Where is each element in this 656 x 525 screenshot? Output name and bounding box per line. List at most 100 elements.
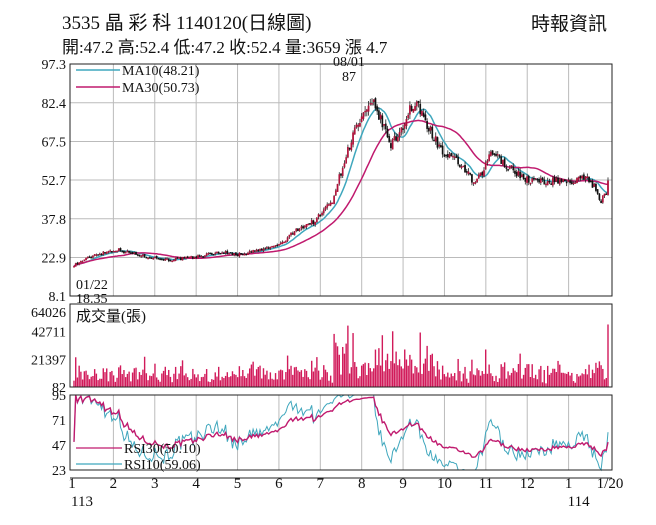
volume-bar bbox=[140, 374, 142, 387]
volume-bar bbox=[323, 365, 325, 387]
volume-bar bbox=[541, 382, 544, 387]
candle bbox=[508, 165, 511, 170]
candle bbox=[157, 257, 160, 260]
candle bbox=[131, 251, 134, 255]
volume-bar bbox=[381, 335, 384, 387]
candle bbox=[419, 99, 422, 117]
candle bbox=[538, 177, 540, 184]
volume-bar bbox=[445, 376, 447, 387]
volume-bar bbox=[281, 370, 284, 387]
volume-bar bbox=[155, 377, 158, 387]
volume-bar bbox=[391, 331, 394, 387]
candle-body bbox=[202, 256, 205, 258]
candle-body bbox=[593, 183, 596, 187]
candle bbox=[209, 252, 211, 255]
candle bbox=[324, 205, 327, 212]
candle bbox=[135, 251, 137, 256]
candle-body bbox=[598, 193, 601, 200]
candle bbox=[85, 257, 87, 261]
candle-body bbox=[481, 171, 484, 176]
candle-body bbox=[536, 179, 539, 181]
candle bbox=[601, 195, 604, 204]
candle bbox=[507, 168, 509, 172]
volume-bar bbox=[111, 370, 113, 387]
candle bbox=[462, 165, 465, 168]
candle bbox=[417, 100, 420, 108]
candle-body bbox=[426, 121, 428, 129]
candle bbox=[491, 150, 494, 156]
candle-body bbox=[119, 248, 122, 251]
candle bbox=[73, 265, 75, 268]
candle bbox=[202, 255, 205, 258]
volume-bar bbox=[548, 374, 551, 387]
volume-bar bbox=[397, 365, 399, 387]
volume-bar bbox=[405, 359, 408, 387]
candle-body bbox=[229, 252, 232, 254]
candle-body bbox=[92, 255, 94, 258]
candle-body bbox=[383, 124, 385, 126]
candle bbox=[360, 113, 363, 123]
volume-bar bbox=[162, 370, 165, 387]
volume-bar bbox=[386, 353, 389, 387]
candle-body bbox=[441, 145, 444, 155]
volume-bar bbox=[350, 367, 353, 387]
panel-frame bbox=[69, 63, 613, 297]
candle-body bbox=[433, 139, 435, 142]
candle-body bbox=[209, 252, 211, 255]
candle-body bbox=[434, 136, 437, 142]
candle-body bbox=[154, 256, 156, 259]
candle bbox=[173, 258, 175, 262]
volume-bar bbox=[157, 379, 160, 387]
candle-body bbox=[521, 174, 523, 178]
candle-body bbox=[161, 258, 163, 260]
candle-body bbox=[328, 204, 330, 206]
candle-body bbox=[219, 252, 222, 255]
candle bbox=[409, 101, 411, 120]
candle bbox=[464, 161, 466, 173]
candle-body bbox=[114, 251, 117, 253]
candle-body bbox=[583, 174, 585, 180]
volume-bar bbox=[559, 364, 561, 387]
volume-bar bbox=[502, 366, 504, 387]
volume-bar bbox=[205, 369, 208, 387]
volume-bar bbox=[342, 346, 344, 387]
candle bbox=[174, 257, 177, 262]
volume-bar bbox=[293, 367, 296, 387]
volume-bar bbox=[483, 373, 485, 387]
volume-bar bbox=[255, 369, 258, 387]
panel-frames bbox=[69, 63, 613, 479]
candle bbox=[595, 182, 597, 193]
candle-body bbox=[267, 247, 270, 249]
volume-bar bbox=[531, 364, 533, 387]
candle bbox=[355, 122, 358, 129]
volume-bar bbox=[169, 376, 172, 387]
candle-body bbox=[407, 114, 410, 119]
volume-bar bbox=[305, 370, 308, 387]
candle bbox=[288, 234, 291, 240]
volume-bar bbox=[607, 324, 609, 387]
candle bbox=[111, 250, 113, 254]
candle-body bbox=[472, 182, 475, 184]
candle-body bbox=[448, 154, 451, 158]
candle bbox=[495, 151, 497, 158]
volume-bar bbox=[254, 375, 256, 387]
candle bbox=[179, 256, 182, 261]
candle bbox=[379, 111, 382, 124]
candle bbox=[205, 252, 208, 257]
candle-body bbox=[150, 257, 153, 259]
candle-body bbox=[100, 254, 103, 256]
candle bbox=[440, 142, 442, 148]
candle bbox=[176, 256, 179, 259]
candle bbox=[162, 258, 165, 261]
candle bbox=[557, 175, 559, 184]
volume-bar bbox=[602, 368, 604, 387]
candle bbox=[576, 177, 578, 184]
candle-body bbox=[550, 183, 553, 185]
volume-bar bbox=[586, 374, 589, 387]
candle-body bbox=[365, 109, 368, 112]
volume-bar bbox=[228, 377, 230, 387]
candle-body bbox=[539, 178, 542, 183]
candle-body bbox=[295, 228, 298, 232]
candle bbox=[483, 167, 485, 178]
candle-body bbox=[391, 139, 394, 150]
